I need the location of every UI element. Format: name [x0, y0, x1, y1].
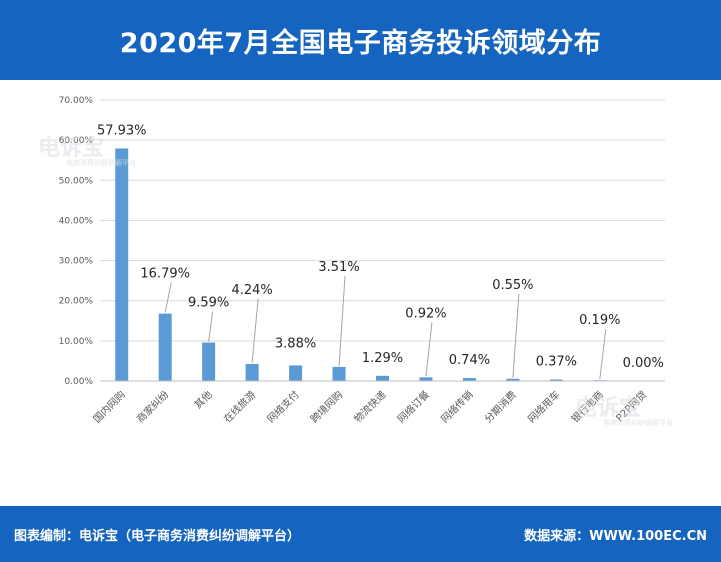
y-tick-label: 30.00% — [59, 257, 94, 267]
leader-line — [251, 298, 259, 364]
data-label: 3.51% — [318, 260, 359, 275]
watermark-sub: 电商消费纠纷调解平台 — [66, 159, 136, 167]
data-label: 16.79% — [140, 267, 190, 282]
leader-line — [164, 282, 172, 313]
data-label: 4.24% — [231, 283, 272, 298]
x-tick-label: 国内网购 — [90, 388, 127, 425]
x-tick-label: 分期消费 — [482, 388, 519, 425]
leader-line — [338, 275, 346, 366]
bar — [332, 366, 346, 381]
bar — [376, 375, 389, 381]
bar — [462, 378, 476, 381]
watermark-brand-2: 电诉宝 — [575, 396, 642, 421]
y-tick-label: 0.00% — [64, 377, 93, 387]
x-tick-label: 网络用车 — [525, 388, 562, 425]
bar — [158, 313, 172, 381]
chart-area: 电诉宝 电商消费纠纷调解平台 电诉宝 电商消费纠纷调解平台 0.00% 10.00… — [0, 80, 721, 506]
bar — [202, 342, 216, 381]
chart-header: 2020年7月全国电子商务投诉领域分布 — [0, 0, 721, 80]
x-tick-label: 网络传销 — [438, 388, 475, 425]
watermark-sub-2: 电商消费纠纷调解平台 — [603, 419, 673, 427]
chart-title: 2020年7月全国电子商务投诉领域分布 — [119, 27, 602, 59]
bar — [506, 378, 520, 381]
leader-line — [599, 329, 607, 380]
x-tick-label: 跨境网购 — [308, 388, 345, 425]
chart-footer: 图表编制：电诉宝（电子商务消费纠纷调解平台） 数据来源：WWW.100EC.CN — [0, 506, 721, 562]
y-tick-label: 20.00% — [59, 297, 94, 307]
y-tick-label: 50.00% — [59, 176, 94, 186]
leader-line — [425, 322, 433, 377]
footer-credit: 图表编制：电诉宝（电子商务消费纠纷调解平台） — [14, 528, 301, 544]
bar — [419, 377, 433, 381]
bar — [245, 363, 259, 381]
watermark-top: 电诉宝 电商消费纠纷调解平台 — [38, 130, 136, 168]
bar — [115, 148, 129, 381]
data-label: 3.88% — [275, 336, 316, 351]
data-label: 0.00% — [623, 356, 664, 371]
x-tick-label: 物流快递 — [351, 388, 388, 425]
y-tick-label: 40.00% — [59, 216, 94, 226]
y-tick-label: 10.00% — [59, 337, 94, 347]
data-label: 0.37% — [536, 355, 577, 370]
watermark-bottom: 电诉宝 电商消费纠纷调解平台 — [575, 390, 673, 428]
x-tick-label: 在线旅游 — [221, 388, 258, 425]
watermark-brand: 电诉宝 — [38, 136, 105, 161]
leader-line — [208, 311, 214, 342]
leader-line — [512, 293, 520, 378]
x-tick-label: 其他 — [191, 388, 214, 411]
data-label: 57.93% — [97, 123, 147, 138]
data-label: 0.92% — [405, 306, 446, 321]
data-label: 9.59% — [188, 296, 229, 311]
footer-source: 数据来源：WWW.100EC.CN — [524, 528, 707, 544]
data-label: 1.29% — [362, 351, 403, 366]
bar-chart: 0.00% 10.00% 20.00% 30.00% 40.00% 50.00% 60.00… — [59, 96, 665, 425]
data-label: 0.55% — [492, 278, 533, 293]
data-label: 0.74% — [449, 353, 490, 368]
bar — [549, 379, 563, 381]
data-label: 0.19% — [579, 313, 620, 328]
y-tick-label: 60.00% — [59, 136, 94, 146]
x-tick-label: 网络支付 — [264, 388, 301, 425]
y-tick-label: 70.00% — [59, 96, 94, 106]
x-tick-label: 商家纠纷 — [134, 388, 171, 425]
x-tick-label: 网络订餐 — [395, 388, 432, 425]
bar — [289, 365, 303, 381]
